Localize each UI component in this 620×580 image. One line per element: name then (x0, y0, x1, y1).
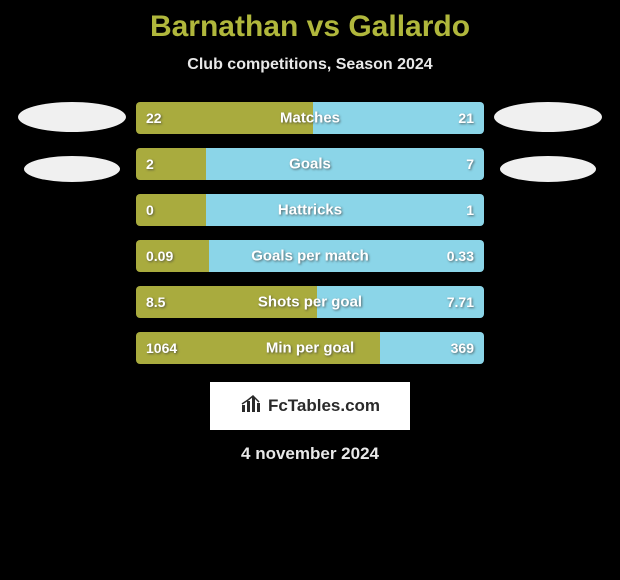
left-value: 0.09 (146, 248, 173, 264)
left-player-avatar-1 (18, 102, 126, 132)
right-value: 0.33 (447, 248, 474, 264)
stat-row: 0.09 0.33 Goals per match (136, 240, 484, 272)
right-value: 369 (451, 340, 474, 356)
stat-label: Goals per match (251, 248, 369, 265)
right-value: 7.71 (447, 294, 474, 310)
left-avatar-column (18, 102, 126, 182)
right-value: 1 (466, 202, 474, 218)
stat-label: Goals (289, 156, 331, 173)
page-title: Barnathan vs Gallardo (0, 10, 620, 44)
footer-date: 4 november 2024 (0, 444, 620, 464)
left-value: 22 (146, 110, 162, 126)
bar-chart-icon (240, 394, 262, 419)
fctables-logo[interactable]: FcTables.com (210, 382, 410, 430)
right-player-avatar-2 (500, 156, 596, 182)
stat-label: Hattricks (278, 202, 342, 219)
stat-label: Shots per goal (258, 294, 362, 311)
stat-row: 2 7 Goals (136, 148, 484, 180)
right-value: 7 (466, 156, 474, 172)
left-value: 2 (146, 156, 154, 172)
right-bar (206, 194, 484, 226)
stat-label: Matches (280, 110, 340, 127)
right-bar (206, 148, 484, 180)
stats-bars: 22 21 Matches 2 7 Goals 0 1 Hattricks 0.09 0.33 Goa… (136, 102, 484, 364)
right-avatar-column (494, 102, 602, 182)
stat-row: 8.5 7.71 Shots per goal (136, 286, 484, 318)
logo-text: FcTables.com (268, 396, 380, 416)
left-value: 0 (146, 202, 154, 218)
stat-row: 22 21 Matches (136, 102, 484, 134)
stat-row: 1064 369 Min per goal (136, 332, 484, 364)
stat-row: 0 1 Hattricks (136, 194, 484, 226)
stat-label: Min per goal (266, 340, 354, 357)
subtitle: Club competitions, Season 2024 (0, 56, 620, 74)
left-value: 8.5 (146, 294, 165, 310)
left-player-avatar-2 (24, 156, 120, 182)
right-value: 21 (458, 110, 474, 126)
right-player-avatar-1 (494, 102, 602, 132)
left-value: 1064 (146, 340, 177, 356)
